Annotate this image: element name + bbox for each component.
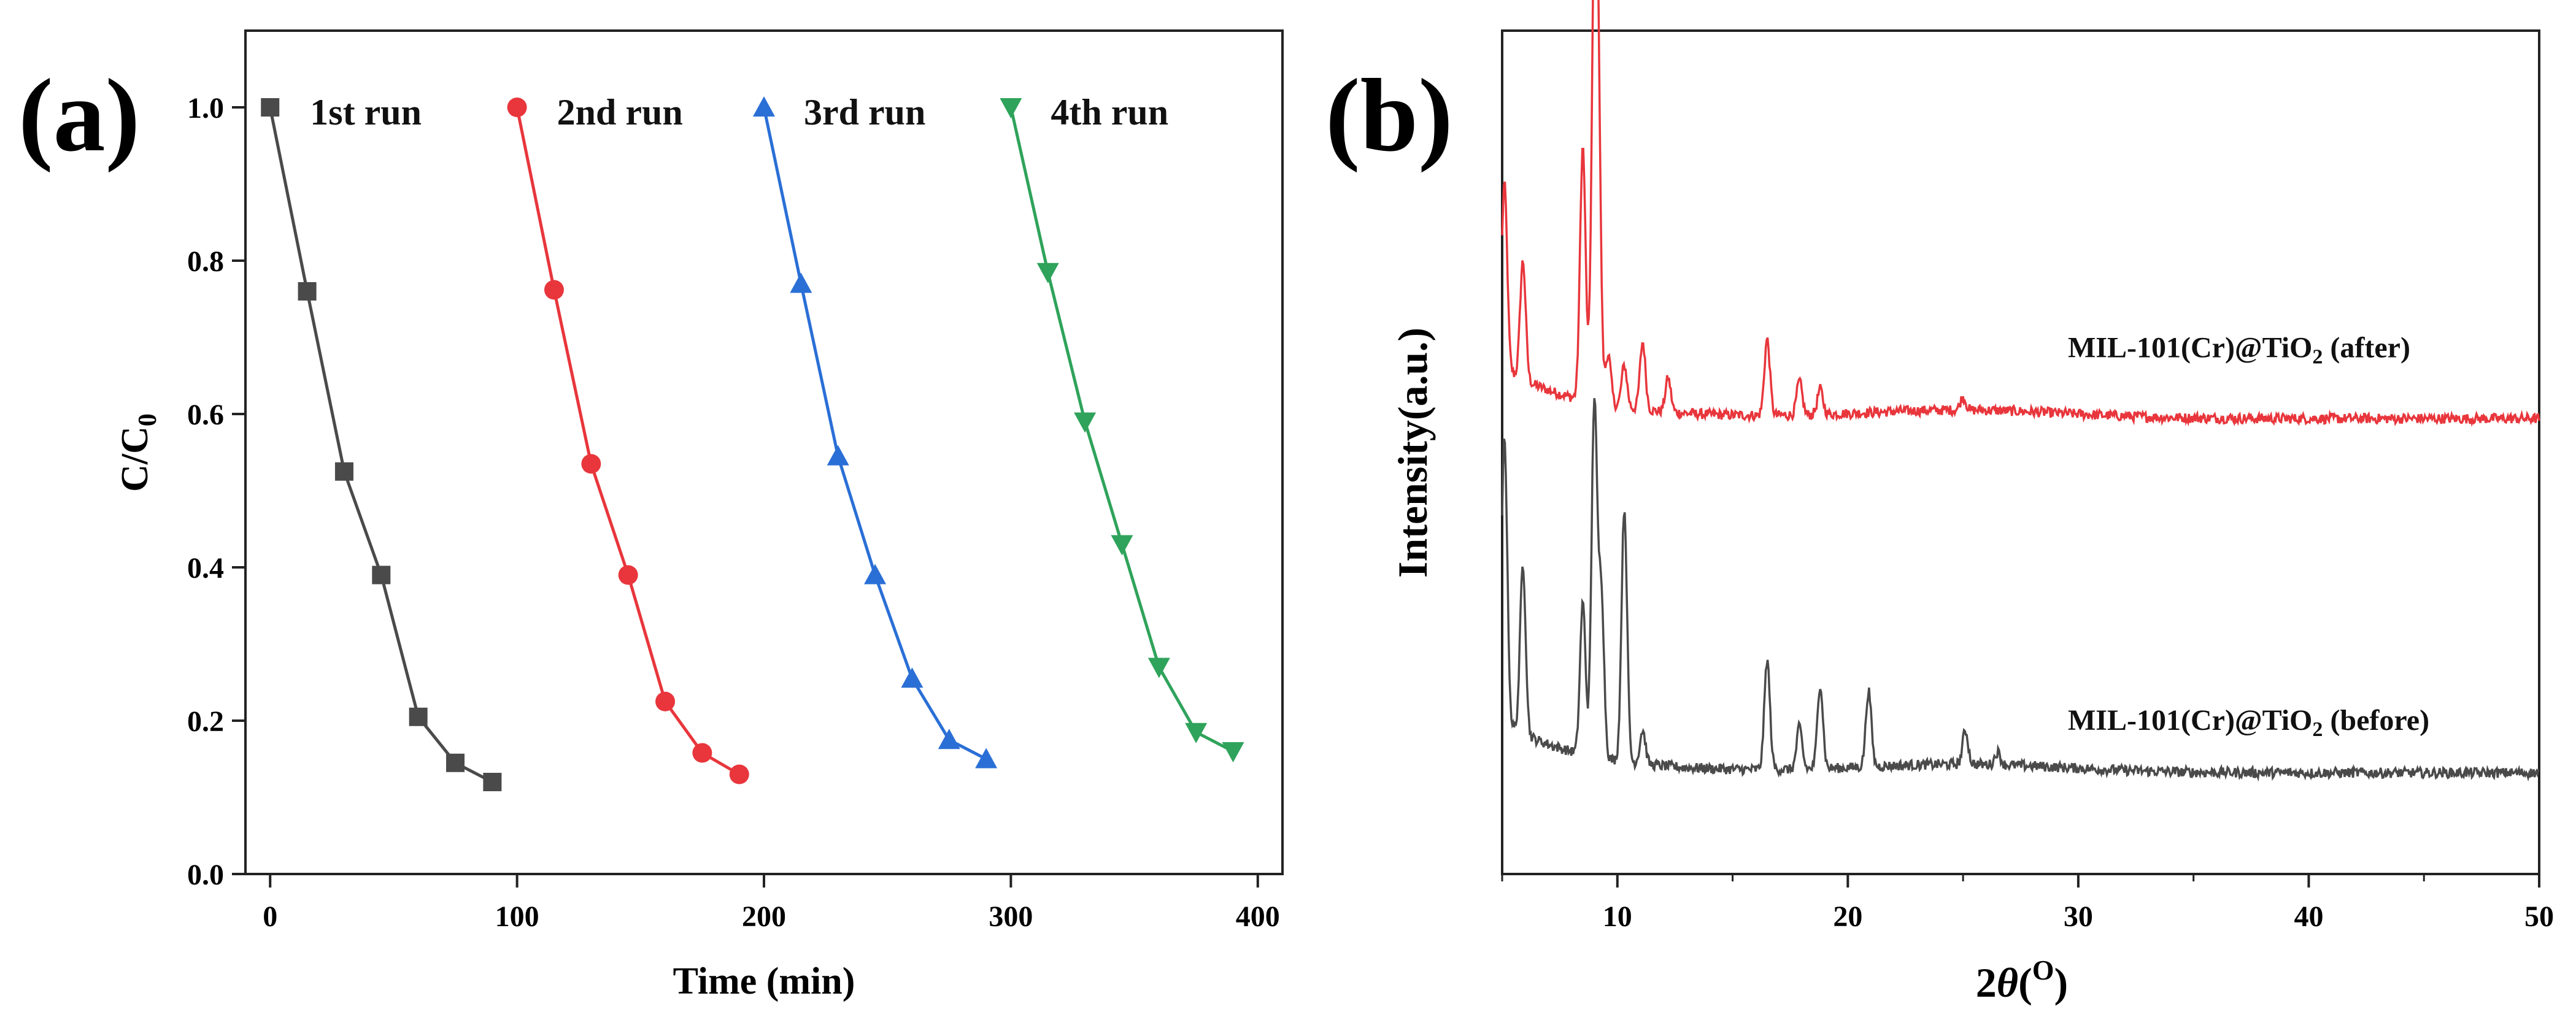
x-tick-label: 200 [742, 900, 786, 933]
y-tick-label: 0.0 [187, 859, 224, 891]
series-1: 1st run [261, 92, 502, 791]
panel-a-series: 1st run 2nd run 3rd run 4th run [261, 92, 1244, 791]
x-tick-label: 10 [1603, 900, 1632, 933]
data-point [790, 272, 812, 293]
data-point [1074, 412, 1097, 433]
panel-a-ylabel: C/C0 [114, 413, 162, 492]
data-point [1147, 658, 1170, 678]
data-point [507, 98, 527, 117]
x-tick-label: 50 [2524, 900, 2554, 933]
legend-label: 1st run [310, 92, 422, 132]
series-3: 3rd run [753, 92, 998, 769]
series-2: 2nd run [507, 92, 749, 784]
pattern-2: MIL-101(Cr)@TiO2 (before) [1501, 397, 2540, 782]
x-tick-label: 20 [1833, 900, 1862, 933]
y-tick-label: 1.0 [187, 92, 224, 125]
y-tick-label: 0.8 [187, 245, 224, 278]
legend-label: 4th run [1051, 92, 1168, 132]
panel-b: (b) 10 20 30 40 50 MIL-101(Cr)@TiO2 (after)M… [1325, 0, 2554, 1006]
data-point [975, 748, 998, 769]
data-point [827, 445, 849, 466]
data-point [261, 98, 280, 117]
data-point [483, 773, 502, 791]
data-point [938, 729, 960, 750]
panel-b-label: (b) [1325, 58, 1453, 173]
data-point [1111, 535, 1133, 556]
series-line [268, 107, 493, 784]
y-tick-label: 0.4 [187, 552, 224, 585]
pattern-label: MIL-101(Cr)@TiO2 (after) [2068, 332, 2410, 369]
data-point [298, 282, 317, 301]
data-point [692, 743, 712, 763]
data-point [446, 753, 465, 772]
y-tick-label: 0.6 [187, 399, 224, 431]
pattern-1: MIL-101(Cr)@TiO2 (after) [1501, 0, 2540, 428]
x-tick-label: 30 [2064, 900, 2093, 933]
pattern-label: MIL-101(Cr)@TiO2 (before) [2068, 704, 2429, 741]
panel-b-ticks: 10 20 30 40 50 [1501, 874, 2554, 933]
data-point [901, 667, 924, 688]
panel-b-frame [1501, 29, 2540, 875]
panel-a-ticks: 0 100 200 300 400 0.0 0.2 0.4 0.6 0.8 1.0 [187, 92, 1280, 933]
data-point [618, 565, 638, 585]
data-point [1036, 263, 1059, 283]
data-point [655, 691, 676, 711]
data-point [1222, 742, 1244, 762]
panel-b-xlabel: 2θ(O) [1976, 954, 2068, 1006]
x-tick-label: 100 [495, 900, 539, 933]
data-point [729, 764, 749, 784]
x-tick-label: 0 [263, 900, 277, 933]
series-4: 4th run [1000, 92, 1244, 762]
data-point [753, 96, 775, 117]
pattern-line [1501, 397, 2540, 782]
panel-b-ylabel: Intensity(a.u.) [1389, 328, 1436, 578]
data-point [1000, 98, 1022, 118]
x-tick-label: 40 [2294, 900, 2323, 933]
data-point [372, 566, 391, 585]
legend-label: 3rd run [804, 92, 925, 132]
data-point [334, 462, 353, 481]
data-point [409, 707, 428, 726]
pattern-line [1501, 0, 2540, 428]
series-line [762, 107, 987, 761]
panel-a-frame [244, 29, 1284, 875]
panel-a: (a) 0 100 200 300 400 0.0 0.2 0.4 0.6 0.8 1.0 1st … [18, 29, 1284, 1002]
data-point [544, 280, 564, 300]
legend-label: 2nd run [557, 92, 683, 132]
series-line [1009, 107, 1234, 753]
x-tick-label: 400 [1236, 900, 1280, 933]
data-point [581, 454, 601, 474]
data-point [1185, 723, 1208, 743]
panel-a-xlabel: Time (min) [673, 961, 855, 1002]
y-tick-label: 0.2 [187, 705, 224, 738]
x-tick-label: 300 [989, 900, 1033, 933]
series-line [515, 107, 741, 776]
panel-b-series: MIL-101(Cr)@TiO2 (after) MIL-101(Cr)@TiO2… [1501, 0, 2540, 782]
data-point [864, 564, 887, 585]
panel-a-label: (a) [18, 58, 140, 173]
